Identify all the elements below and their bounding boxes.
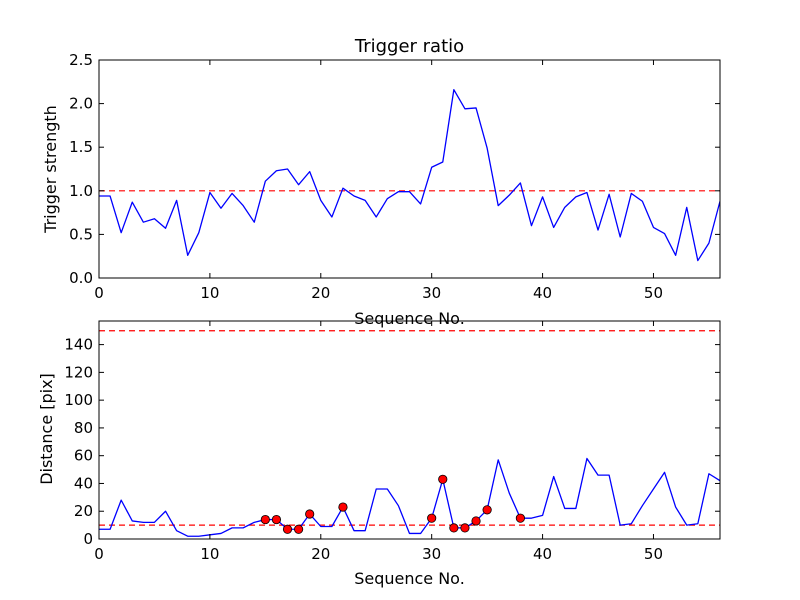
distance-chart-marker-point xyxy=(294,524,304,534)
trigger-chart-xlabel: Sequence No. xyxy=(354,309,465,328)
trigger-chart-series-line-0 xyxy=(99,89,720,262)
distance-chart-xtick-label: 10 xyxy=(200,545,219,563)
distance-chart-marker-point xyxy=(515,513,525,523)
distance-chart-marker-point xyxy=(471,516,481,526)
trigger-chart-ytick-label: 0.5 xyxy=(69,225,93,243)
distance-chart-marker-point xyxy=(271,514,282,525)
distance-chart-marker-point xyxy=(438,474,448,484)
trigger-chart-xtick-label: 20 xyxy=(311,284,330,302)
trigger-chart-xtick-label: 0 xyxy=(94,284,104,302)
distance-chart-marker-point xyxy=(482,505,492,515)
distance-chart-marker-point xyxy=(427,513,437,523)
distance-chart-ytick-label: 20 xyxy=(74,502,93,520)
trigger-ratio-chart: Trigger ratio Sequence No. Trigger stren… xyxy=(41,36,721,328)
distance-chart-marker-point xyxy=(338,502,348,512)
distance-chart-marker-point xyxy=(449,523,459,533)
trigger-chart-xtick-label: 30 xyxy=(422,284,441,302)
distance-chart-marker-point xyxy=(260,514,270,525)
trigger-chart-ytick-label: 2.5 xyxy=(69,51,93,69)
distance-chart-ytick-label: 60 xyxy=(74,447,93,465)
distance-chart-ytick-label: 80 xyxy=(74,419,93,437)
distance-chart-marker-point xyxy=(282,524,293,534)
trigger-chart-title: Trigger ratio xyxy=(354,36,464,57)
trigger-chart-axes-frame xyxy=(98,59,721,279)
trigger-chart-xtick-label: 10 xyxy=(200,284,219,302)
trigger-chart-ytick-label: 1.5 xyxy=(69,138,93,156)
distance-chart-ylabel: Distance [pix] xyxy=(37,373,56,485)
trigger-chart-xtick-label: 50 xyxy=(644,284,663,302)
distance-chart-ytick-label: 140 xyxy=(64,336,93,354)
distance-chart-marker-point xyxy=(460,523,470,533)
distance-chart-ytick-label: 0 xyxy=(83,530,93,548)
trigger-chart-ylabel: Trigger strength xyxy=(41,105,60,234)
distance-chart-axes-frame xyxy=(98,320,721,540)
distance-chart-ytick-label: 100 xyxy=(64,391,93,409)
trigger-chart-ytick-label: 0.0 xyxy=(69,269,93,287)
distance-chart-xtick-label: 50 xyxy=(644,545,663,563)
distance-chart-xtick-label: 40 xyxy=(533,545,552,563)
trigger-chart-plot-area xyxy=(99,89,720,262)
distance-chart-xlabel: Sequence No. xyxy=(354,569,465,588)
trigger-chart-ytick-label: 1.0 xyxy=(69,182,93,200)
distance-chart-series-line-0 xyxy=(99,457,720,537)
distance-chart-xtick-label: 30 xyxy=(422,545,441,563)
trigger-chart-ytick-label: 2.0 xyxy=(69,95,93,113)
distance-chart: Sequence No. Distance [pix] 0 10 20 30 40 50 0… xyxy=(37,320,721,588)
trigger-chart-xtick-label: 40 xyxy=(533,284,552,302)
distance-chart-ytick-label: 120 xyxy=(64,363,93,381)
distance-chart-ytick-label: 40 xyxy=(74,474,93,492)
distance-chart-marker-point xyxy=(305,509,315,519)
distance-chart-xtick-label: 0 xyxy=(94,545,104,563)
distance-chart-plot-area xyxy=(99,330,720,537)
distance-chart-xtick-label: 20 xyxy=(311,545,330,563)
